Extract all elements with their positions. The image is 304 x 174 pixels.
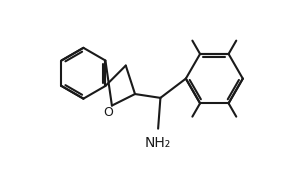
Text: NH₂: NH₂ — [145, 136, 171, 150]
Text: O: O — [103, 106, 113, 119]
